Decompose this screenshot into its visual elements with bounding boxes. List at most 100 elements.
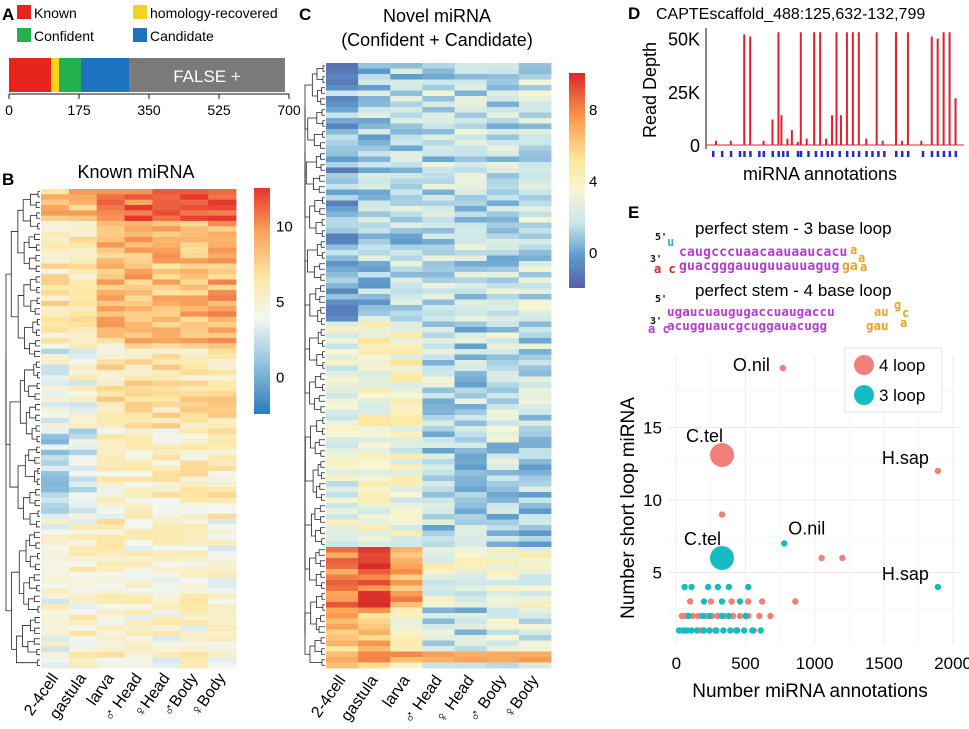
heatmap-cell: [96, 534, 125, 541]
heatmap-cell: [358, 646, 391, 652]
dendrogram-branch: [320, 142, 325, 149]
heatmap-cell: [358, 217, 391, 223]
heatmap-cell: [96, 657, 125, 664]
heatmap-cell: [68, 492, 98, 499]
heatmap-cell: [68, 630, 98, 637]
heatmap-cell: [124, 401, 153, 408]
heatmap-cell: [68, 598, 98, 605]
heatmap-cell: [41, 508, 70, 515]
heatmap-cell: [390, 118, 423, 124]
point-3-loop: [736, 598, 744, 605]
heatmap-cell: [358, 497, 391, 504]
dendrogram-branch: [316, 68, 323, 80]
heatmap-cell: [96, 199, 125, 206]
heatmap-cell: [422, 321, 455, 328]
heatmap-cell: [208, 407, 237, 413]
heatmap-cell: [68, 646, 98, 653]
heatmap-cell: [96, 593, 125, 600]
heatmap-cell: [208, 652, 237, 658]
heatmap-cell: [152, 598, 181, 605]
heatmap-cell: [454, 415, 488, 421]
panel-a-tick-label: 350: [137, 102, 161, 118]
heatmap-cell: [454, 189, 488, 196]
heatmap-cell: [326, 63, 359, 69]
heatmap-cell: [358, 101, 391, 108]
dendrogram-branch: [37, 223, 40, 230]
heatmap-cell: [152, 353, 181, 360]
heatmap-cell: [180, 295, 209, 302]
heatmap-cell: [422, 398, 455, 405]
heatmap-cell: [358, 189, 391, 196]
bar-segment-candidate: [81, 58, 129, 92]
panel-a: A Known homology-recovered Confident Can…: [2, 5, 301, 118]
heatmap-cell: [454, 376, 488, 383]
heatmap-cell: [422, 508, 455, 515]
legend-3-loop-marker: [854, 385, 874, 405]
heatmap-cell: [124, 577, 153, 584]
heatmap-cell: [518, 189, 552, 196]
heatmap-cell: [358, 283, 391, 289]
heatmap-cell: [41, 231, 70, 238]
colorscale-tick-label: 10: [276, 219, 293, 236]
heatmap-cell: [208, 290, 237, 296]
point-3-loop: [934, 583, 942, 591]
hairpin-3-loop-end: a: [860, 260, 867, 274]
heatmap-cell: [358, 349, 391, 355]
heatmap-cell: [96, 268, 125, 275]
heatmap-cell: [326, 68, 359, 75]
heatmap-cell: [518, 376, 552, 383]
heatmap-cell: [152, 582, 181, 589]
heatmap-cell: [454, 167, 488, 174]
heatmap-cell: [152, 279, 181, 286]
heatmap-cell: [486, 481, 520, 487]
heatmap-cell: [454, 90, 488, 97]
scatter-y-tick-label: 10: [643, 491, 662, 510]
heatmap-cell: [180, 338, 209, 344]
point-3-loop: [740, 627, 748, 634]
heatmap-cell: [180, 263, 209, 270]
heatmap-cell: [454, 662, 488, 669]
heatmap-cell: [358, 475, 391, 482]
point-4-loop: [709, 443, 734, 468]
hairpin-3-loop-mid: a: [858, 251, 865, 265]
panel-e-letter: E: [628, 203, 639, 222]
heatmap-cell: [41, 391, 70, 397]
heatmap-cell: [358, 470, 391, 476]
heatmap-cell: [124, 215, 153, 222]
heatmap-cell: [208, 385, 237, 392]
heatmap-cell: [152, 327, 181, 334]
heatmap-cell: [358, 261, 391, 267]
stacked-bar: [9, 58, 285, 92]
heatmap-cell: [358, 635, 391, 641]
read-depth-peak: [825, 138, 828, 145]
heatmap-cell: [124, 412, 153, 419]
scatter-y-tick-label: 15: [643, 419, 662, 438]
heatmap-cell: [486, 305, 520, 311]
heatmap-cell: [326, 651, 359, 658]
heatmap-cell: [41, 540, 70, 546]
read-depth-tick-label: 50K: [668, 30, 700, 50]
heatmap-cell: [454, 503, 488, 509]
heatmap-cell: [124, 268, 153, 275]
heatmap-cell: [518, 74, 552, 80]
mirna-annotation-mark: [820, 151, 824, 157]
heatmap-cell: [518, 536, 552, 542]
heatmap-cell: [152, 316, 181, 323]
heatmap-cell: [358, 530, 391, 537]
heatmap-cell: [41, 636, 70, 642]
heatmap-cell: [41, 417, 70, 424]
dendrogram-branch: [315, 156, 322, 168]
heatmap-cell: [152, 476, 181, 483]
heatmap-cell: [124, 290, 153, 296]
dendrogram-branch: [22, 625, 31, 648]
heatmap-cell: [208, 423, 237, 429]
heatmap-cell: [454, 310, 488, 317]
heatmap-cell: [208, 471, 237, 477]
dendrogram-branch: [321, 659, 325, 666]
dendrogram-branch: [321, 219, 325, 226]
mirna-annotation-mark: [930, 151, 934, 157]
heatmap-cell: [326, 453, 359, 460]
heatmap-cell: [358, 310, 391, 317]
heatmap-cell: [152, 242, 181, 248]
